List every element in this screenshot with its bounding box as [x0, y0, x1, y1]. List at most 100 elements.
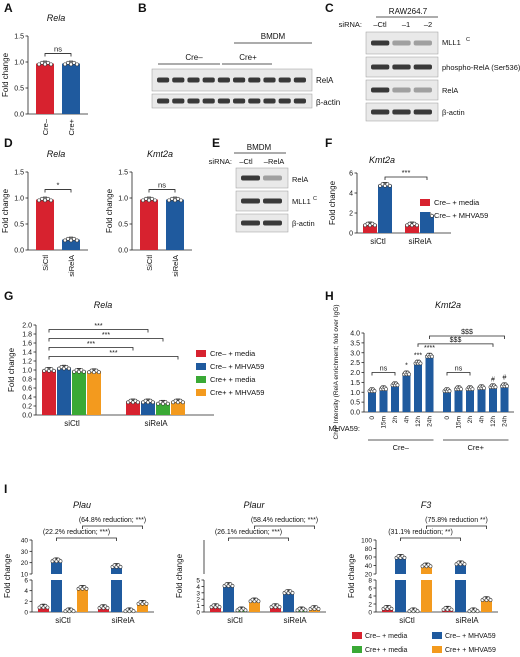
- blot-E-lane-rela: –RelA: [264, 157, 284, 166]
- chart-I-8-bar-lower: [455, 580, 466, 612]
- chart-G-4-sig-label: ***: [109, 350, 117, 357]
- chart-D-1-y-tick-label: 1.0: [14, 196, 24, 203]
- chart-F-3-bar-point: [429, 213, 434, 218]
- chart-D-1-x-tick-label: SiCtl: [41, 255, 50, 271]
- chart-H-y-tick-label: 1.5: [350, 380, 360, 387]
- chart-I-7-y-tick-label: 2: [196, 597, 200, 604]
- chart-I-8-bar-point: [488, 598, 493, 602]
- chart-F-3-sig-bracket: [384, 176, 428, 180]
- chart-D-2-bar-point: [173, 198, 177, 203]
- chart-H-bar: [489, 386, 497, 412]
- blot-B-group-cre-neg: Cre–: [185, 53, 203, 62]
- chart-A-0-sig-bracket: [44, 53, 72, 57]
- chart-G-4-bar-point: [165, 401, 170, 406]
- chart-I-7-bar-point: [230, 584, 235, 588]
- chart-G-4-sig-bracket: [48, 338, 164, 342]
- chart-H-group-label: Cre–: [393, 443, 410, 452]
- chart-A-0-x-tick-label: Cre–: [41, 118, 50, 135]
- chart-I-6-bar-upper: [51, 560, 62, 574]
- chart-I-8-x-tick-label: siRelA: [455, 616, 479, 625]
- chart-I-6-y-label: Fold change: [3, 553, 12, 598]
- chart-H-bar-point: [430, 354, 434, 359]
- blot-E-label-rela: RelA: [292, 175, 308, 184]
- chart-G-4-sig-label: ***: [87, 341, 95, 348]
- chart-F-3-x-tick-label: siRelA: [408, 237, 432, 246]
- chart-I-7-bar: [270, 606, 281, 612]
- chart-H-x-tick-label: 15m: [456, 416, 463, 429]
- chart-I-8-y-tick-label: 2: [368, 602, 372, 609]
- chart-I-7-bar-point: [256, 599, 261, 604]
- legend-G-swatch: [196, 389, 206, 396]
- legend-G-label: Cre+ + media: [210, 375, 256, 384]
- chart-H-y-tick-label: 1.0: [350, 390, 360, 397]
- chart-H-x-tick-label: 0: [369, 416, 376, 420]
- chart-F-3-y-tick-label: 4: [349, 191, 353, 198]
- blot-C-rela-background: [365, 79, 439, 101]
- chart-H-bar: [477, 387, 486, 412]
- blot-E-rela-background: [235, 167, 289, 189]
- chart-G-4-y-label: Fold change: [7, 347, 16, 392]
- chart-H-bar-point: [395, 383, 400, 388]
- chart-H-sig-label: $$$: [461, 329, 473, 336]
- chart-H-x-tick-label: 12h: [490, 416, 497, 427]
- chart-I-6-bar: [137, 602, 148, 612]
- chart-D-1-bar-point: [75, 238, 79, 243]
- blot-C-phospho-rela-band: [392, 64, 411, 70]
- blot-B-rela-band: [157, 77, 170, 83]
- chart-I-8-bar-point: [449, 607, 454, 612]
- chart-F-3-bar: [378, 185, 392, 233]
- chart-H-sig-bracket: [417, 343, 494, 347]
- chart-I-7-bar-point: [316, 607, 321, 611]
- chart-H-bar-point: [384, 387, 388, 392]
- chart-D-1-bar-point: [43, 198, 47, 203]
- chart-H-bar-point: [482, 386, 486, 391]
- blot-B-actin-band: [248, 98, 261, 104]
- chart-H-x-label: MHVA59:: [328, 424, 360, 433]
- chart-I-7-y-tick-label: 0: [196, 610, 200, 617]
- legend-I-label: Cre– + media: [365, 633, 407, 640]
- chart-D-2-x-tick-label: siRelA: [171, 255, 180, 277]
- chart-I-8-y-tick-label: 80: [365, 546, 373, 553]
- chart-F-3-y-label: Fold change: [328, 180, 337, 225]
- chart-G-4-bar-point: [67, 366, 71, 371]
- chart-D-1-sig-bracket: [44, 189, 72, 193]
- blot-C-lane-1: –1: [402, 20, 410, 29]
- chart-H-bar-point: [493, 385, 498, 390]
- blot-B-rela-band: [263, 77, 276, 83]
- chart-D-1-sig-label: *: [57, 181, 60, 190]
- legend-I-label: Cre+ + MHVA59: [445, 647, 496, 654]
- chart-G-4-y-tick-label: 0.8: [22, 377, 32, 384]
- legend-G-swatch: [196, 350, 206, 357]
- blot-B-rela-band: [278, 77, 291, 83]
- chart-G-4-sig-bracket: [48, 347, 134, 351]
- chart-H-y-tick-label: 3.0: [350, 350, 360, 357]
- chart-H-sig-bracket: [371, 372, 396, 376]
- blot-C-label-actin: β-actin: [442, 108, 465, 117]
- blot-E-label-actin: β-actin: [292, 219, 315, 228]
- blot-E-rela-band: [241, 175, 260, 181]
- chart-G-4-y-tick-label: 0.4: [22, 395, 32, 402]
- chart-G-4-bar: [141, 401, 155, 415]
- chart-G-4-bar: [72, 370, 86, 415]
- panel-letter-D: D: [4, 136, 13, 150]
- blot-B-actin-band: [217, 98, 230, 104]
- chart-I-7-bar-point: [290, 591, 295, 595]
- chart-H-x-tick-label: 24h: [502, 416, 509, 427]
- blot-C-lane-2: –2: [424, 20, 432, 29]
- chart-A-0-x-tick-label: Cre+: [67, 118, 76, 135]
- panel-letter-C: C: [325, 1, 334, 15]
- chart-H-sig-label: #: [503, 374, 507, 381]
- chart-D-2-y-tick-label: 1.0: [118, 196, 128, 203]
- chart-I-6-y-tick-label: 30: [21, 549, 29, 556]
- chart-I-8-y-tick-label: 40: [365, 563, 373, 570]
- chart-D-2-bar: [140, 199, 158, 250]
- chart-H-y-tick-label: 2.0: [350, 370, 360, 377]
- chart-D-2-bar-point: [176, 196, 180, 201]
- blot-C-mll1-background: [365, 31, 439, 55]
- blot-B-actin-background: [151, 93, 313, 109]
- chart-I-8-y-tick-label: 8: [368, 578, 372, 585]
- chart-I-8-bar-upper: [455, 563, 466, 574]
- chart-A-0-y-tick-label: 0.5: [14, 86, 24, 93]
- chart-F-3-sig-label: ***: [402, 168, 411, 177]
